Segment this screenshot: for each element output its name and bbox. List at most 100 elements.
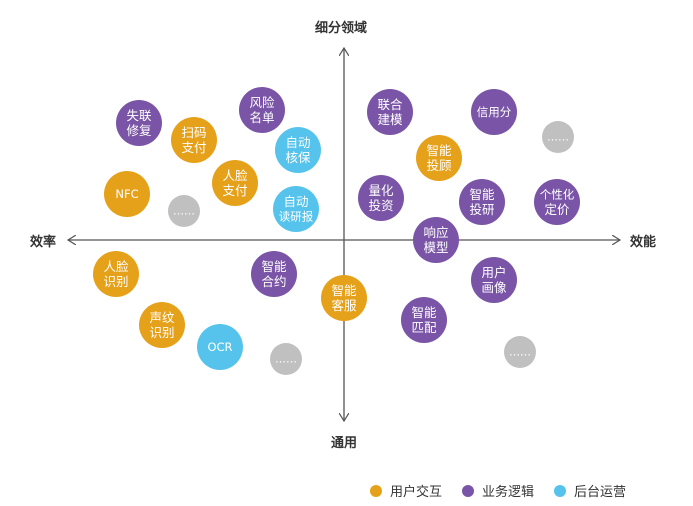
node-label-zidong-hebao-1: 核保 [285,150,311,165]
node-label-more-2-0: …… [547,131,569,144]
node-circle-shilian-xiufu [116,100,162,146]
node-circle-fengxian-mingdan [239,87,285,133]
node-circle-lianhe-jianmo [367,89,413,135]
node-circle-more-2 [542,121,574,153]
node-label-shilian-xiufu-0: 失联 [126,108,152,123]
node-circle-zhineng-pipei [401,297,447,343]
node-more-3: …… [270,343,302,375]
node-label-shengwen-shibie-1: 识别 [149,325,174,340]
node-label-yonghu-huaxiang-1: 画像 [481,280,507,295]
node-circle-lianghua-touzi [358,175,404,221]
node-label-ocr-0: OCR [207,340,232,354]
node-circle-gexinghua-dingjia [534,179,580,225]
node-ocr: OCR [197,324,243,370]
node-circle-yonghu-huaxiang [471,257,517,303]
axis-label-right: 效能 [630,235,657,250]
node-label-more-4-0: …… [509,346,531,359]
node-label-renlian-zhifu-0: 人脸 [222,168,248,183]
node-circle-shengwen-shibie [139,302,185,348]
node-circle-zhineng-tougu [416,135,462,181]
node-label-yonghu-huaxiang-0: 用户 [481,265,506,280]
legend-item-user-interaction: 用户交互 [370,481,442,500]
node-circle-more-3 [270,343,302,375]
node-label-lianghua-touzi-0: 量化 [368,183,394,198]
node-label-lianghua-touzi-1: 投资 [368,198,393,213]
node-label-fengxian-mingdan-1: 名单 [249,110,274,125]
node-circle-zhineng-heyue [251,251,297,297]
node-label-lianhe-jianmo-1: 建模 [377,112,403,127]
node-label-gexinghua-dingjia-0: 个性化 [540,188,575,202]
legend-label-backend-ops: 后台运营 [574,485,627,500]
node-label-xinyongfen-0: 信用分 [477,105,512,119]
node-label-zhineng-pipei-0: 智能 [411,305,437,320]
node-label-zhineng-kefu-1: 客服 [331,298,357,313]
node-label-zhineng-heyue-0: 智能 [261,259,287,274]
axis-label-bottom: 通用 [331,436,358,451]
node-circle-zidong-duyanbao [273,186,319,232]
node-label-zhineng-tougu-0: 智能 [426,143,452,158]
axis-label-top: 细分领域 [315,21,368,36]
node-label-shengwen-shibie-0: 声纹 [149,310,175,325]
node-label-zhineng-tougu-1: 投顾 [426,158,451,173]
node-label-zhineng-kefu-0: 智能 [331,283,357,298]
node-xinyongfen: 信用分 [471,89,517,135]
node-circle-zhineng-touyan [459,179,505,225]
node-circle-saoma-zhifu [171,117,217,163]
node-label-renlian-shibie-1: 识别 [103,274,128,289]
node-label-zidong-duyanbao-1: 读研报 [279,210,314,224]
node-circle-xinyongfen [471,89,517,135]
node-circle-xiangying-moxing [413,217,459,263]
node-circle-zidong-hebao [275,127,321,173]
node-label-saoma-zhifu-0: 扫码 [181,125,206,140]
node-label-more-3-0: …… [275,353,297,366]
node-circle-more-1 [168,195,200,227]
node-circle-renlian-shibie [93,251,139,297]
legend-label-business-logic: 业务逻辑 [482,485,535,500]
legend-label-user-interaction: 用户交互 [390,485,443,500]
node-label-xiangying-moxing-1: 模型 [423,240,448,255]
node-label-zhineng-pipei-1: 匹配 [411,320,437,335]
node-circle-renlian-zhifu [212,160,258,206]
node-circle-zhineng-kefu [321,275,367,321]
node-circle-more-4 [504,336,536,368]
node-label-zhineng-heyue-1: 合约 [261,274,286,289]
node-more-2: …… [542,121,574,153]
node-label-shilian-xiufu-1: 修复 [126,123,152,138]
node-label-gexinghua-dingjia-1: 定价 [544,202,570,217]
legend-dot-blue [554,484,567,497]
node-label-xiangying-moxing-0: 响应 [423,225,448,240]
legend: 用户交互 业务逻辑 后台运营 [370,481,646,500]
node-label-nfc-0: NFC [115,187,138,201]
node-label-zhineng-touyan-1: 投研 [469,202,494,217]
node-more-4: …… [504,336,536,368]
node-more-1: …… [168,195,200,227]
legend-dot-orange [370,484,382,497]
node-label-zhineng-touyan-0: 智能 [469,187,495,202]
node-circle-nfc [104,171,150,217]
node-label-renlian-shibie-0: 人脸 [103,259,129,274]
legend-dot-purple [462,484,475,497]
node-label-more-1-0: …… [173,205,195,218]
node-label-zidong-duyanbao-0: 自动 [283,194,308,209]
node-label-renlian-zhifu-1: 支付 [222,183,247,198]
node-label-saoma-zhifu-1: 支付 [181,140,206,155]
node-label-zidong-hebao-0: 自动 [285,135,310,150]
